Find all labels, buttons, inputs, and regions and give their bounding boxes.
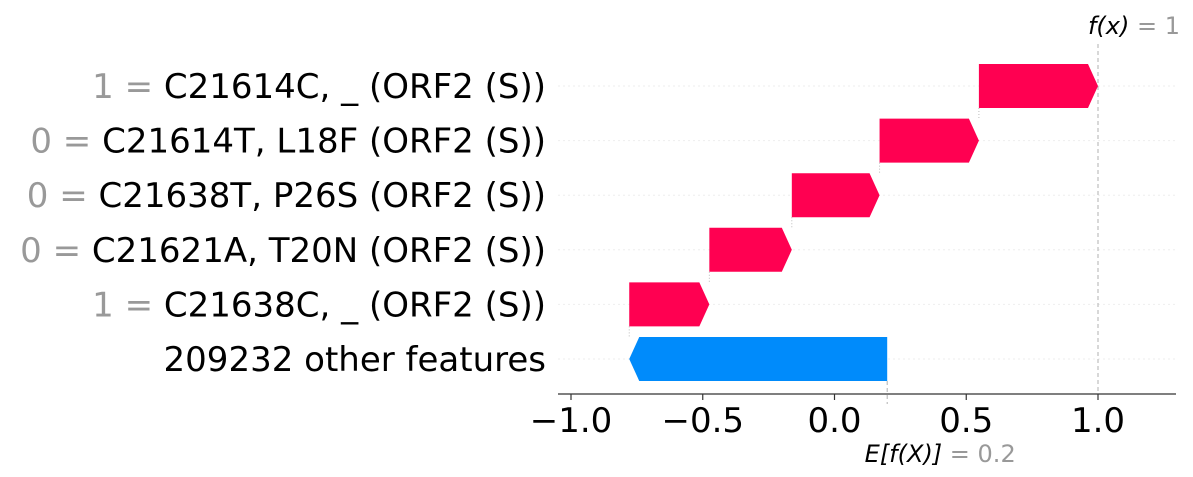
waterfall-bar (791, 173, 880, 218)
feature-name: C21621A, T20N (ORF2 (S)) (92, 231, 546, 271)
feature-label: 209232 other features (164, 340, 546, 380)
feature-value: 0 = (20, 231, 92, 271)
feature-label: 1 = C21614C, _ (ORF2 (S)) (92, 67, 546, 107)
x-axis: −1.0 −0.5 0.0 0.5 1.0 (530, 393, 1176, 441)
feature-value: 1 = (92, 285, 164, 325)
waterfall-bar (879, 118, 979, 163)
feature-name: C21614T, L18F (ORF2 (S)) (102, 122, 546, 162)
base-value-label: E[f(X)] = 0.2 (865, 440, 1016, 468)
waterfall-bar (629, 337, 888, 381)
x-tick-label: −0.5 (661, 401, 744, 441)
feature-name: C21638T, P26S (ORF2 (S)) (99, 176, 546, 216)
x-tick-label: 1.0 (1071, 401, 1125, 441)
waterfall-bar (709, 227, 792, 272)
x-tick-label: −1.0 (530, 401, 613, 441)
feature-value: 0 = (30, 122, 102, 162)
fx-label: f(x) = 1 (1088, 12, 1180, 40)
feature-name: C21614C, _ (ORF2 (S)) (164, 67, 546, 107)
guide-lines (886, 44, 1099, 404)
waterfall-bar (629, 282, 710, 327)
feature-value: 1 = (92, 67, 164, 107)
bars (628, 64, 1098, 381)
feature-labels: 1 = C21614C, _ (ORF2 (S)) 0 = C21614T, L1… (20, 67, 546, 380)
feature-label: 0 = C21638T, P26S (ORF2 (S)) (27, 176, 546, 216)
feature-name: C21638C, _ (ORF2 (S)) (164, 285, 546, 325)
feature-label: 0 = C21621A, T20N (ORF2 (S)) (20, 231, 546, 271)
feature-label: 0 = C21614T, L18F (ORF2 (S)) (30, 122, 546, 162)
feature-name: 209232 other features (164, 340, 546, 380)
x-tick-label: 0.0 (807, 401, 861, 441)
waterfall-bar (978, 64, 1098, 108)
feature-value: 0 = (27, 176, 99, 216)
x-tick-label: 0.5 (939, 401, 993, 441)
feature-label: 1 = C21638C, _ (ORF2 (S)) (92, 285, 546, 325)
